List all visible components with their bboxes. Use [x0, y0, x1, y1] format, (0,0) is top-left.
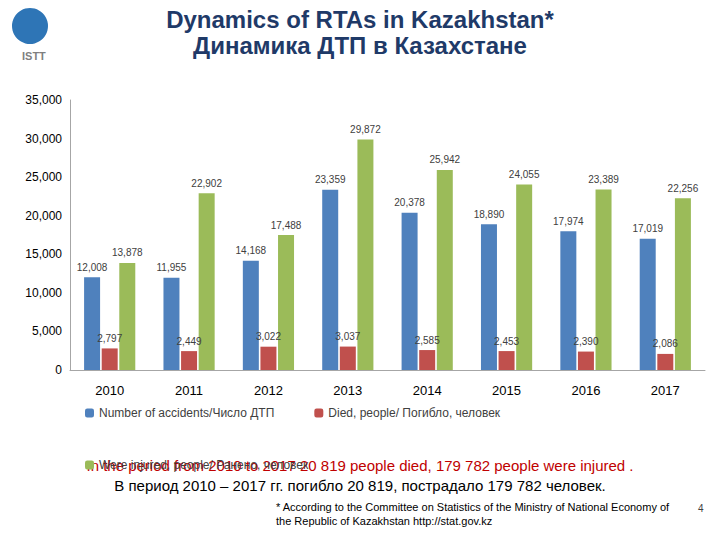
svg-text:17,974: 17,974	[553, 216, 584, 227]
svg-text:2,453: 2,453	[494, 336, 519, 347]
svg-text:23,389: 23,389	[588, 174, 619, 185]
svg-text:* According to the Committee o: * According to the Committee on Statisti…	[276, 501, 672, 513]
svg-text:22,256: 22,256	[668, 183, 699, 194]
svg-text:5,000: 5,000	[32, 324, 62, 338]
svg-text:17,488: 17,488	[271, 220, 302, 231]
svg-text:3,037: 3,037	[335, 331, 360, 342]
svg-text:2,449: 2,449	[177, 336, 202, 347]
svg-text:15,000: 15,000	[25, 247, 62, 261]
svg-text:23,359: 23,359	[315, 174, 346, 185]
svg-text:2010: 2010	[95, 383, 124, 398]
svg-text:35,000: 35,000	[25, 93, 62, 107]
svg-text:2,585: 2,585	[415, 335, 440, 346]
svg-text:Number of accidents/Число ДТП: Number of accidents/Число ДТП	[99, 406, 274, 420]
svg-text:ISTT: ISTT	[22, 50, 46, 62]
svg-text:4: 4	[698, 503, 704, 514]
svg-text:Dynamics of RTAs in Kazakhstan: Dynamics of RTAs in Kazakhstan*	[166, 6, 554, 33]
svg-text:In the period from 2010 to 201: In the period from 2010 to 2017 20 819 p…	[86, 457, 633, 474]
svg-text:2,390: 2,390	[573, 336, 598, 347]
svg-text:2016: 2016	[571, 383, 600, 398]
svg-text:the Republic of Kazakhstan htt: the Republic of Kazakhstan http://stat.g…	[276, 515, 492, 527]
svg-text:18,890: 18,890	[474, 209, 505, 220]
svg-text:2,086: 2,086	[653, 338, 678, 349]
svg-text:Were injured, people/ Ранено,: Were injured, people/ Ранено, человек	[99, 458, 309, 472]
svg-text:0: 0	[55, 363, 62, 377]
svg-text:20,000: 20,000	[25, 209, 62, 223]
svg-text:14,168: 14,168	[236, 245, 267, 256]
svg-text:11,955: 11,955	[157, 262, 187, 273]
svg-text:10,000: 10,000	[25, 286, 62, 300]
svg-text:2012: 2012	[254, 383, 283, 398]
svg-text:2014: 2014	[413, 383, 442, 398]
svg-text:13,878: 13,878	[112, 247, 143, 258]
svg-text:17,019: 17,019	[632, 223, 663, 234]
svg-text:25,000: 25,000	[25, 170, 62, 184]
svg-text:12,008: 12,008	[77, 262, 108, 273]
svg-text:2015: 2015	[492, 383, 521, 398]
svg-text:Динамика ДТП в Казахстане: Динамика ДТП в Казахстане	[193, 32, 527, 59]
svg-text:В период 2010 – 2017 гг. погиб: В период 2010 – 2017 гг. погибло 20 819,…	[114, 477, 605, 494]
svg-text:20,378: 20,378	[394, 197, 425, 208]
svg-text:24,055: 24,055	[509, 169, 540, 180]
svg-text:25,942: 25,942	[429, 154, 460, 165]
svg-text:2013: 2013	[333, 383, 362, 398]
svg-text:29,872: 29,872	[350, 124, 381, 135]
svg-text:2011: 2011	[175, 383, 203, 398]
svg-text:2,797: 2,797	[97, 333, 122, 344]
svg-text:30,000: 30,000	[25, 132, 62, 146]
svg-text:3,022: 3,022	[256, 331, 281, 342]
svg-text:22,902: 22,902	[191, 178, 222, 189]
svg-text:2017: 2017	[651, 383, 680, 398]
svg-text:Died, people/ Погибло, человек: Died, people/ Погибло, человек	[328, 406, 500, 420]
